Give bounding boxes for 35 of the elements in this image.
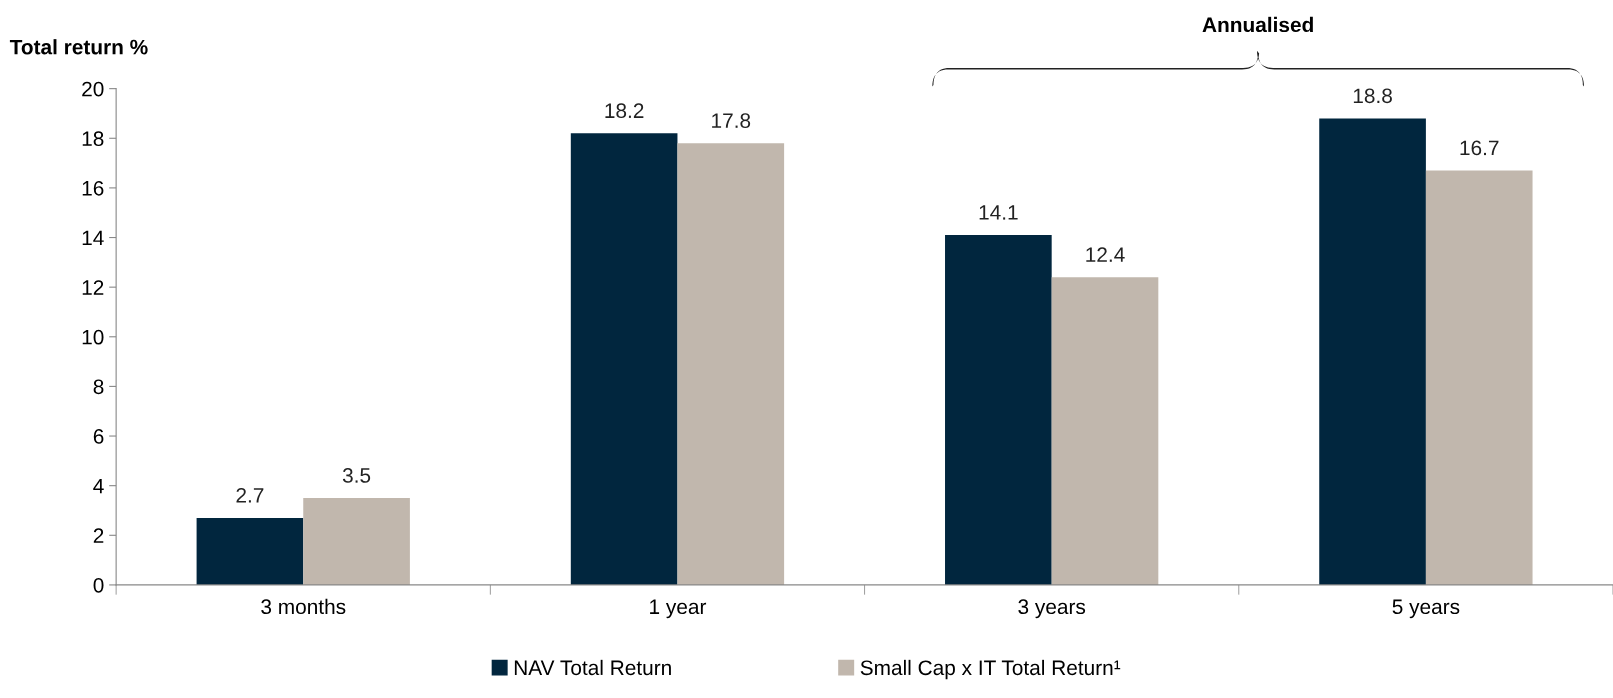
bar: [1051, 277, 1159, 585]
x-tick-label: 3 months: [261, 598, 346, 615]
x-tick-label: 1 year: [650, 599, 707, 619]
y-tick-label: 0: [93, 577, 104, 593]
bar: [1425, 170, 1533, 585]
y-tick-label: 2: [93, 528, 104, 543]
data-label: 17.8: [712, 113, 751, 129]
y-tick-label: 20: [82, 81, 104, 97]
y-tick-label: 16: [82, 180, 104, 196]
x-tick-label: 5 years: [1392, 599, 1460, 619]
y-tick-label: 12: [82, 280, 104, 295]
bar: [303, 498, 410, 585]
bar: [196, 517, 304, 585]
y-axis-title: Total return %: [9, 39, 148, 55]
y-tick-label: 18: [82, 131, 104, 147]
data-label: 16.7: [1460, 140, 1499, 156]
data-label: 18.8: [1353, 88, 1392, 104]
legend-label: Small Cap x IT Total Return¹: [860, 659, 1121, 680]
y-tick-label: 8: [93, 379, 104, 395]
bar: [945, 235, 1052, 585]
y-tick-label: 10: [82, 329, 104, 345]
y-tick-label: 14: [82, 230, 104, 246]
legend-label: NAV Total Return: [514, 659, 671, 676]
data-label: 18.2: [605, 103, 644, 119]
text: Annualised: [1202, 16, 1313, 33]
bar: [1319, 118, 1426, 585]
bar: [570, 133, 678, 585]
data-label: 2.7: [236, 487, 264, 503]
data-label: 14.1: [979, 205, 1018, 220]
x-tick-label: 3 years: [1018, 599, 1086, 619]
bar: [677, 143, 785, 585]
y-tick-label: 6: [93, 429, 104, 444]
y-tick-label: 4: [93, 478, 104, 494]
data-label: 12.4: [1086, 247, 1125, 262]
data-label: 3.5: [342, 468, 371, 483]
